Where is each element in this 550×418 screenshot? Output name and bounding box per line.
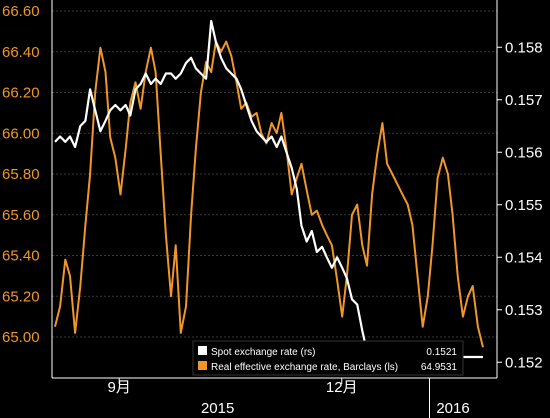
left-tick-label: 65.20 — [2, 288, 40, 305]
left-tick-label: 66.40 — [2, 44, 40, 61]
right-tick-label: 0.158 — [505, 39, 543, 56]
right-tick-label: 0.157 — [505, 92, 543, 109]
right-tick-label: 0.156 — [505, 144, 543, 161]
x-month-label: 12月 — [326, 379, 358, 396]
left-tick-label: 65.80 — [2, 166, 40, 183]
right-tick-label: 0.153 — [505, 302, 543, 319]
right-tick-label: 0.152 — [505, 354, 543, 371]
left-axis: 65.00 65.20 65.40 65.60 65.80 66.00 66.20 66.40… — [2, 3, 40, 346]
right-tick-label: 0.154 — [505, 249, 543, 266]
series-line-reer — [54, 40, 484, 348]
legend-swatch-reer — [198, 361, 207, 370]
x-year-label: 2015 — [201, 400, 234, 417]
legend-swatch-spot — [198, 346, 207, 355]
legend-value-reer: 64.9531 — [421, 362, 458, 373]
legend: Spot exchange rate (rs) 0.1521 Real effe… — [192, 340, 464, 376]
x-year-label: 2016 — [436, 400, 469, 417]
legend-value-spot: 0.1521 — [426, 347, 457, 358]
x-axis: 9月 12月 2015 2016 — [108, 378, 470, 418]
left-tick-label: 65.40 — [2, 248, 40, 265]
legend-label-reer: Real effective exchange rate, Barclays (… — [211, 362, 398, 373]
left-tick-label: 66.00 — [2, 125, 40, 142]
left-tick-label: 66.20 — [2, 85, 40, 102]
grid — [51, 0, 498, 379]
legend-label-spot: Spot exchange rate (rs) — [211, 347, 316, 358]
right-axis: 0.152 0.153 0.154 0.155 0.156 0.157 0.158 — [497, 39, 543, 371]
left-tick-label: 65.00 — [2, 329, 40, 346]
right-tick-label: 0.155 — [505, 197, 543, 214]
left-tick-label: 66.60 — [2, 3, 40, 20]
x-month-label: 9月 — [108, 379, 131, 396]
legend-box — [192, 340, 464, 376]
left-tick-label: 65.60 — [2, 207, 40, 224]
